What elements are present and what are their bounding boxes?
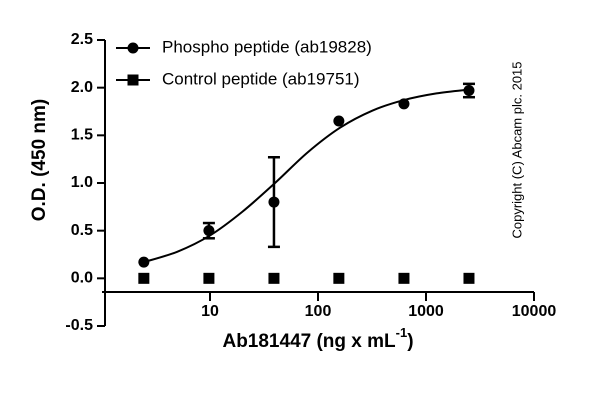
data-point [463, 85, 475, 97]
x-tick-label: 10 [201, 303, 219, 320]
legend-marker [127, 74, 139, 86]
y-tick-label: 2.0 [71, 79, 93, 96]
data-point [333, 272, 345, 284]
x-axis-title-end: ) [407, 331, 413, 352]
data-point [398, 98, 410, 110]
x-axis-title-main: Ab181447 (ng x mL [222, 331, 396, 352]
data-point [203, 225, 215, 237]
y-tick-label: -0.5 [65, 317, 93, 334]
y-tick-label: 2.5 [71, 31, 93, 48]
legend-label: Phospho peptide (ab19828) [162, 37, 372, 56]
legend-marker [127, 42, 139, 54]
data-point [203, 272, 215, 284]
data-point [138, 256, 150, 268]
data-point [268, 272, 280, 284]
x-axis-title: Ab181447 (ng x mL-1) [222, 325, 413, 352]
y-tick-label: 0.5 [71, 222, 93, 239]
fit-curve [143, 88, 470, 264]
y-tick-label: 0.0 [71, 270, 93, 287]
y-axis-title: O.D. (450 nm) [29, 99, 50, 221]
x-axis-title-sup: -1 [396, 325, 408, 340]
data-point [333, 115, 345, 127]
legend-label: Control peptide (ab19751) [162, 69, 360, 88]
data-point [463, 272, 475, 284]
copyright: Copyright (C) Abcam plc. 2015 [509, 61, 524, 238]
data-point [138, 272, 150, 284]
y-tick-label: 1.5 [71, 127, 93, 144]
data-point [268, 196, 280, 208]
x-tick-label: 100 [305, 303, 332, 320]
y-tick-label: 1.0 [71, 174, 93, 191]
data-point [398, 272, 410, 284]
x-tick-label: 1000 [408, 303, 444, 320]
x-tick-label: 10000 [512, 303, 557, 320]
